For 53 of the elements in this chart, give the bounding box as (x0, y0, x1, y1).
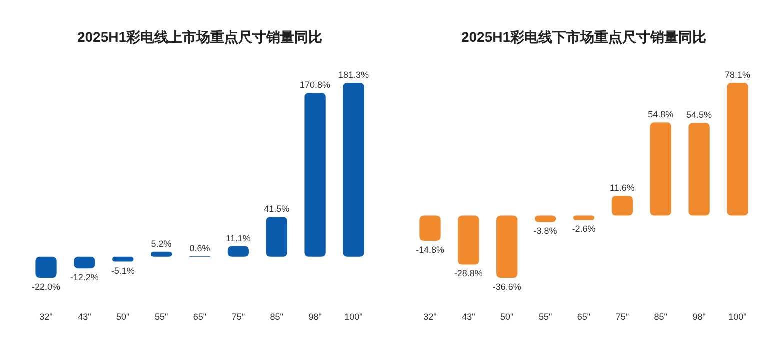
x-tick-label: 50" (500, 312, 514, 322)
data-label: 54.8% (648, 110, 674, 120)
data-label: -5.1% (111, 266, 135, 276)
bar (496, 216, 518, 278)
data-label: 181.3% (338, 70, 370, 80)
data-label: -14.8% (416, 244, 445, 255)
bar (420, 216, 441, 241)
x-tick-label: 100" (728, 312, 747, 322)
x-tick-label: 75" (232, 312, 246, 322)
x-tick-label: 32" (40, 312, 53, 322)
x-tick-label: 55" (538, 312, 552, 322)
x-tick-label: 85" (270, 312, 284, 322)
x-tick-label: 98" (692, 312, 706, 322)
chart-title: 2025H1彩电线下市场重点尺寸销量同比 (461, 29, 707, 45)
x-tick-label: 43" (78, 312, 92, 322)
data-label: 170.8% (300, 80, 331, 90)
data-label: -3.8% (534, 226, 558, 236)
data-label: 5.2% (151, 238, 172, 249)
bar (150, 252, 172, 257)
bar (266, 217, 288, 257)
bar (112, 256, 134, 262)
bar (612, 196, 634, 216)
bar (74, 256, 96, 269)
bar (343, 83, 364, 257)
data-label: -28.8% (454, 268, 483, 279)
x-tick-label: 55" (154, 312, 168, 322)
x-tick-label: 100" (344, 312, 363, 322)
data-label: 11.1% (226, 233, 251, 244)
x-tick-label: 50" (116, 312, 130, 322)
x-tick-label: 32" (424, 312, 437, 322)
data-label: 11.6% (610, 183, 635, 194)
data-label: -22.0% (32, 282, 61, 292)
bar (458, 216, 480, 265)
x-tick-label: 75" (616, 312, 630, 322)
bar (688, 123, 710, 216)
bar (650, 122, 672, 216)
bar (727, 83, 748, 216)
data-label: 41.5% (264, 204, 290, 214)
bar (228, 246, 250, 257)
x-tick-label: 65" (193, 312, 207, 322)
data-label: -12.2% (70, 272, 99, 283)
x-tick-label: 98" (308, 312, 322, 322)
x-tick-label: 43" (462, 312, 476, 322)
x-tick-label: 85" (654, 312, 668, 322)
bar (36, 256, 57, 278)
data-label: -36.6% (492, 282, 522, 292)
chart-title: 2025H1彩电线上市场重点尺寸销量同比 (77, 29, 323, 45)
data-label: -2.6% (572, 224, 596, 234)
bar (304, 93, 326, 257)
data-label: 78.1% (724, 70, 751, 80)
x-tick-label: 65" (577, 312, 591, 322)
data-label: 54.5% (686, 110, 712, 120)
data-label: 0.6% (190, 243, 210, 254)
